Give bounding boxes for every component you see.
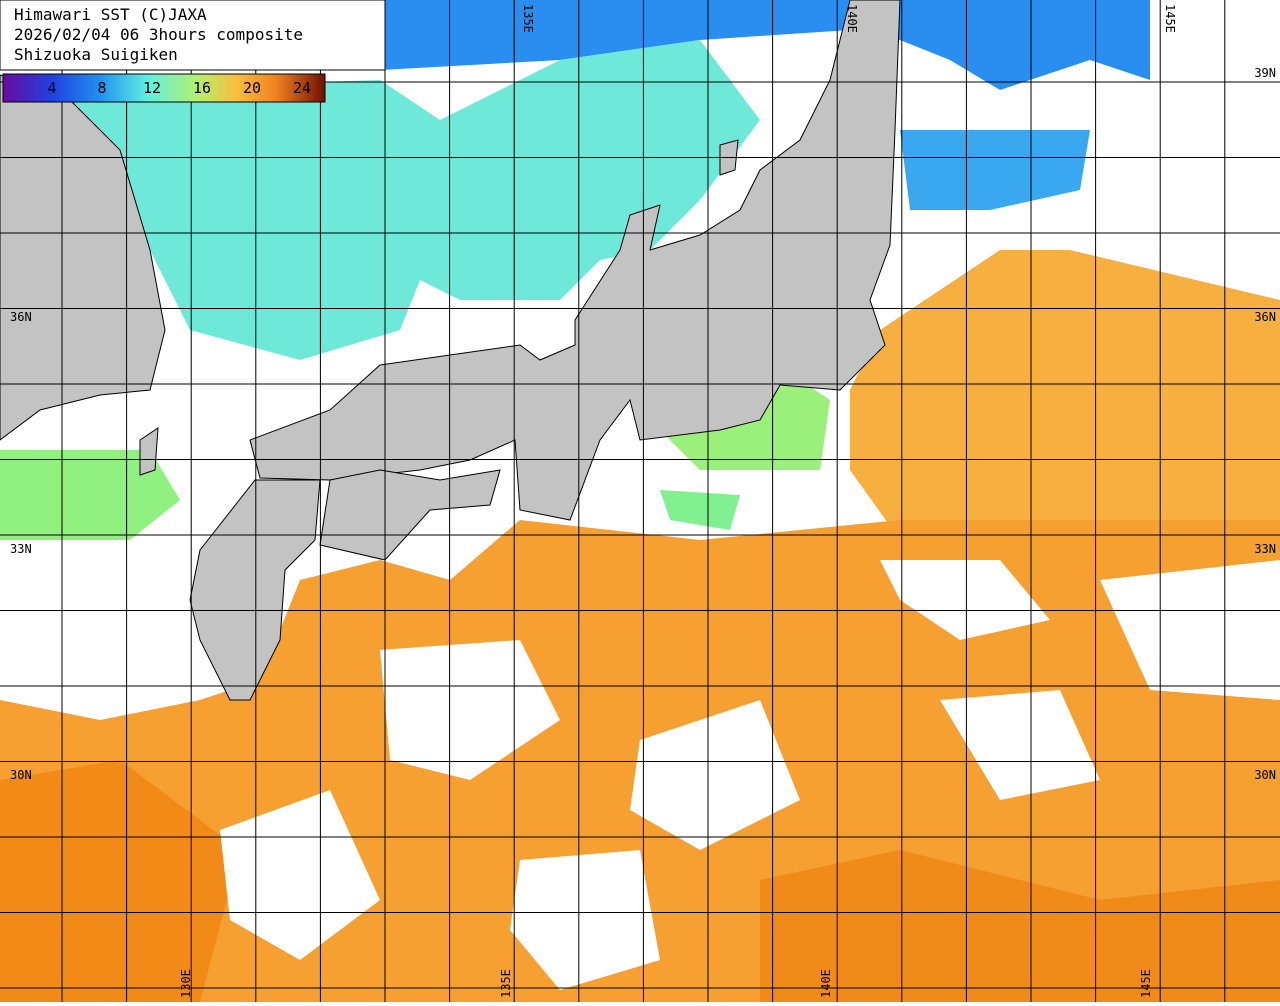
cloud xyxy=(380,640,560,780)
shikoku xyxy=(319,469,501,561)
lat-label-left: 36N xyxy=(10,310,32,324)
lon-label-top: 135E xyxy=(521,4,535,33)
cloud xyxy=(510,850,660,990)
mild-water xyxy=(660,490,740,530)
labels: 4 8 12 16 20 24 39N 36N 36N 33N 33N 30N 30N 135E 140E 1… xyxy=(10,4,1276,998)
lat-label-right: 30N xyxy=(1254,768,1276,782)
source: Shizuoka Suigiken xyxy=(14,45,178,64)
clouds xyxy=(220,560,1280,990)
lat-label-left: 30N xyxy=(10,768,32,782)
colorbar-tick: 24 xyxy=(293,79,311,97)
colorbar-tick: 16 xyxy=(193,79,211,97)
mild-water xyxy=(0,450,180,540)
colorbar-tick: 8 xyxy=(97,79,106,97)
cloud xyxy=(220,790,380,960)
mild-water xyxy=(660,380,830,470)
cloud xyxy=(630,700,800,850)
lat-label-right: 33N xyxy=(1254,542,1276,556)
cold-water xyxy=(380,0,1150,90)
lon-label-bottom: 140E xyxy=(819,969,833,998)
cold-water xyxy=(900,130,1090,210)
lon-label-top: 145E xyxy=(1163,4,1177,33)
warmer-water xyxy=(0,760,240,1002)
warmer-water xyxy=(760,850,1280,1002)
korea xyxy=(0,74,166,441)
cool-water xyxy=(60,40,760,360)
lon-label-top: 140E xyxy=(845,4,859,33)
cloud xyxy=(880,560,1050,640)
title: Himawari SST (C)JAXA xyxy=(14,5,207,24)
tsushima xyxy=(139,427,159,476)
date: 2026/02/04 06 3hours composite xyxy=(14,25,303,44)
colorbar-tick: 4 xyxy=(47,79,56,97)
lat-label-right: 39N xyxy=(1254,66,1276,80)
cloud xyxy=(940,690,1100,800)
cloud xyxy=(1100,560,1280,700)
honshu xyxy=(249,0,901,521)
lat-label-right: 36N xyxy=(1254,310,1276,324)
header-box xyxy=(0,0,386,71)
colorbar-tick: 12 xyxy=(143,79,161,97)
lon-label-bottom: 145E xyxy=(1139,969,1153,998)
lon-label-bottom: 130E xyxy=(179,969,193,998)
lon-label-bottom: 135E xyxy=(499,969,513,998)
colorbar xyxy=(2,73,326,103)
warm-water xyxy=(850,250,1280,540)
lat-label-left: 33N xyxy=(10,542,32,556)
colorbar-tick: 20 xyxy=(243,79,261,97)
